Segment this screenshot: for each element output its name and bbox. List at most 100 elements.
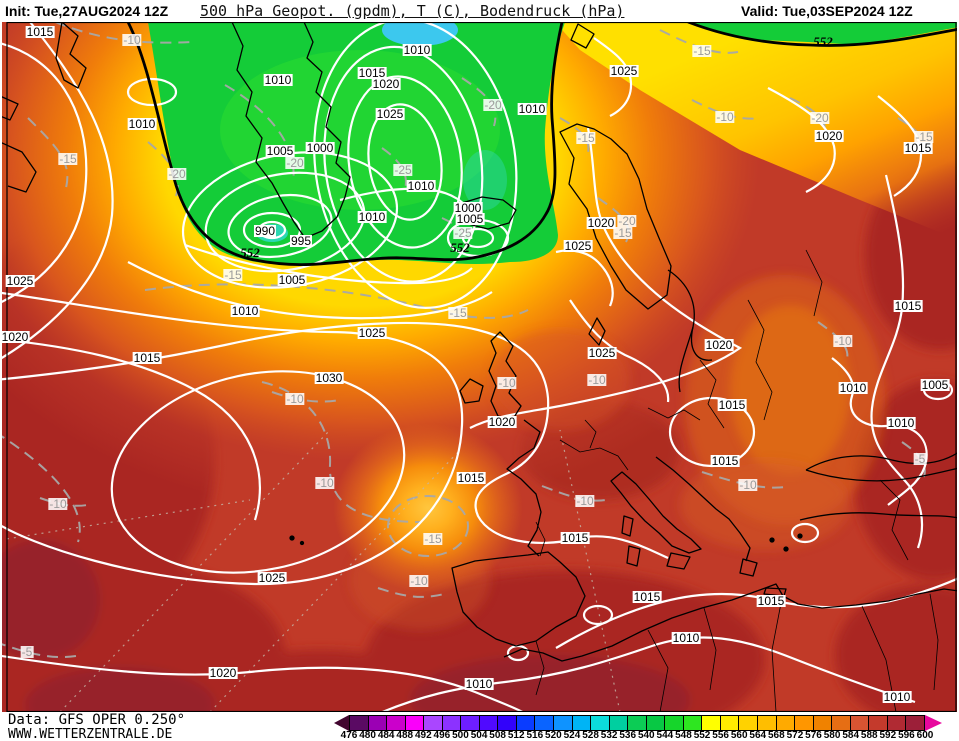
pressure-contour-label: 1005 (920, 378, 950, 392)
colorbar-scale-value: 548 (675, 730, 692, 741)
pressure-contours (2, 22, 957, 712)
colorbar-segment (887, 716, 907, 730)
pressure-contour-label: 1015 (560, 531, 590, 545)
colorbar-scale-value: 564 (749, 730, 767, 741)
colorbar-segment (813, 716, 833, 730)
colorbar-segment (609, 716, 629, 730)
temperature-contour-label: -10 (575, 494, 595, 508)
colorbar-scale-value: 592 (879, 730, 897, 741)
colorbar-segment (795, 716, 814, 730)
colorbar-scale-value: 576 (805, 730, 822, 741)
temperature-contour-label: -10 (285, 392, 305, 406)
colorbar-arrow-left-icon (334, 715, 349, 731)
temperature-contour-label: -15 (423, 532, 443, 546)
colorbar-segment (554, 716, 573, 730)
pressure-contour-label: 1010 (886, 416, 916, 430)
pressure-contour-label: 1020 (704, 338, 734, 352)
temperature-contour-label: -10 (497, 376, 517, 390)
colorbar-segment (405, 716, 425, 730)
colorbar-scale-value: 568 (768, 730, 785, 741)
init-time-label: Init: Tue,27AUG2024 12Z (5, 3, 169, 19)
pressure-contour-label: 1025 (257, 571, 287, 585)
temperature-contour-label: -15 (692, 44, 712, 58)
colorbar-scale-value: 480 (359, 730, 376, 741)
colorbar-scale-value: 580 (823, 730, 841, 741)
colorbar-arrow-right-icon (925, 715, 942, 731)
temperature-contour-label: -20 (483, 98, 503, 112)
colorbar-scale-value: 556 (712, 730, 729, 741)
temperature-contour-label: -20 (285, 156, 305, 170)
colorbar-segment (387, 716, 406, 730)
country-borders (535, 249, 939, 712)
temperature-contour-label: -20 (617, 214, 637, 228)
temperature-contour-label: -25 (453, 226, 473, 240)
colorbar-scale-value: 512 (507, 730, 525, 741)
temperature-contour-label: -25 (393, 163, 413, 177)
pressure-contour-label: 1010 (402, 43, 432, 57)
pressure-contour-label: 1015 (132, 351, 162, 365)
temperature-contour-label: -10 (48, 497, 68, 511)
pressure-contour-label: 1030 (314, 371, 344, 385)
colorbar-scale-value: 484 (377, 730, 395, 741)
colorbar-scale-labels: 476 480 484 488 492 496 500 504 508 512 516 520 524 5… (0, 730, 959, 741)
pressure-contour-label: 1010 (517, 102, 547, 116)
colorbar-segment (683, 716, 703, 730)
colorbar-scale-value: 544 (656, 730, 674, 741)
colorbar-segment (535, 716, 555, 730)
colorbar-scale-value: 540 (637, 730, 655, 741)
colorbar (349, 715, 925, 731)
temperature-contour-label: -15 (448, 306, 468, 320)
pressure-contour-label: 1025 (609, 64, 639, 78)
colorbar-segment (442, 716, 462, 730)
temperature-contour-label: -15 (613, 226, 633, 240)
temperature-contour-label: -10 (715, 110, 735, 124)
graticule-dots (2, 429, 621, 712)
pressure-contour-label: 1020 (208, 666, 238, 680)
pressure-contour-label: 1010 (464, 677, 494, 691)
colorbar-segment (572, 716, 592, 730)
colorbar-segment (516, 716, 536, 730)
pressure-contour-label: 1025 (357, 326, 387, 340)
colorbar-scale-value: 508 (489, 730, 506, 741)
colorbar-scale-value: 532 (600, 730, 618, 741)
pressure-contour-label: 1015 (893, 299, 923, 313)
pressure-contour-label: 1025 (375, 107, 405, 121)
pressure-contour-label: 1020 (814, 129, 844, 143)
temperature-contour-label: -10 (409, 574, 429, 588)
pressure-contour-label: 1015 (756, 594, 786, 608)
contour-label-layer: 1015 1010 1010 1010 1015 1020 1025 1010 1005 1000… (0, 26, 950, 704)
pressure-contour-label: 995 (289, 234, 313, 248)
colorbar-scale-value: 492 (414, 730, 432, 741)
pressure-contour-label: 1020 (487, 415, 517, 429)
footer-bar: Data: GFS OPER 0.250° WWW.WETTERZENTRALE… (0, 712, 959, 741)
temperature-contour-label: -20 (167, 167, 187, 181)
colorbar-scale-value: 516 (526, 730, 544, 741)
temperature-contour-label: -5 (913, 452, 927, 466)
pressure-contour-label: 1010 (230, 304, 260, 318)
pressure-contour-label: 1020 (371, 77, 401, 91)
colorbar-scale-value: 560 (730, 730, 748, 741)
map-title: 500 hPa Geopot. (gpdm), T (C), Bodendruc… (200, 2, 625, 20)
colorbar-segment (424, 716, 443, 730)
pressure-contour-label: 1000 (453, 201, 483, 215)
pressure-contour-label: 1010 (882, 690, 912, 704)
pressure-contour-label: 1020 (0, 330, 30, 344)
temperature-contour-label: -15 (576, 131, 596, 145)
pressure-contour-label: 1010 (263, 73, 293, 87)
temperature-contour-label: -10 (833, 334, 853, 348)
colorbar-segment (479, 716, 499, 730)
pressure-contour-label: 1015 (710, 454, 740, 468)
colorbar-segment (461, 716, 480, 730)
colorbar-segment (665, 716, 684, 730)
temperature-contour-label: -15 (223, 268, 243, 282)
colorbar-segment (628, 716, 647, 730)
colorbar-scale-value: 524 (563, 730, 581, 741)
temperature-contour-label: -20 (810, 111, 830, 125)
pressure-contour-label: 1015 (357, 66, 387, 80)
colorbar-segment (906, 716, 924, 730)
pressure-contour-label: 1010 (406, 179, 436, 193)
coastlines (2, 22, 957, 662)
pressure-contour-label: 990 (253, 224, 277, 238)
colorbar-scale-value: 504 (470, 730, 488, 741)
